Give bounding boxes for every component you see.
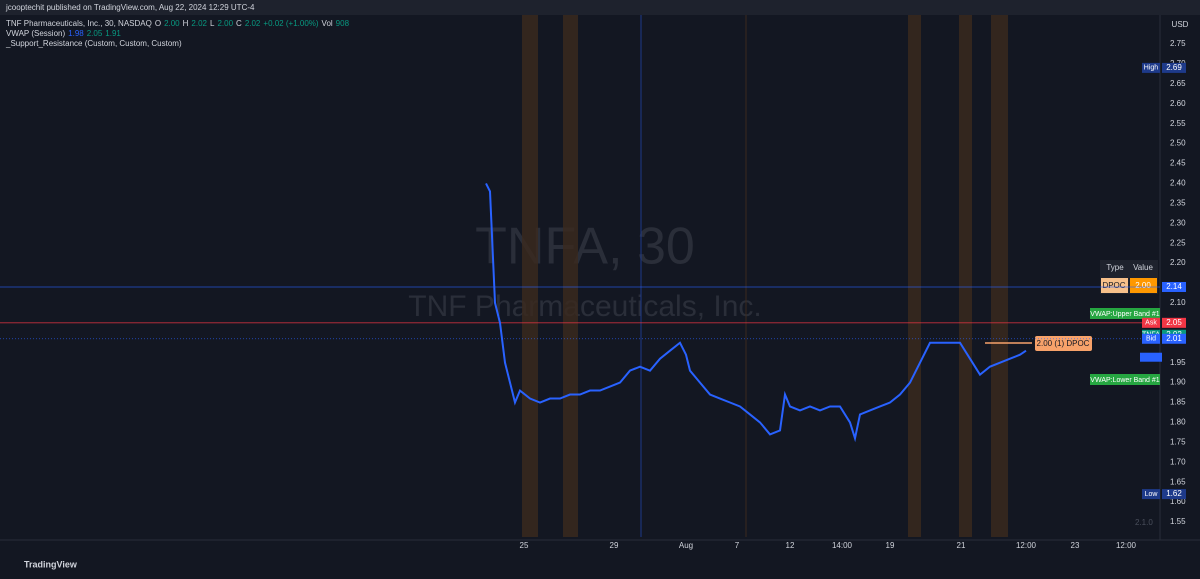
watermark-ticker: TNFA, 30 <box>475 218 695 276</box>
x-tick-label: 25 <box>520 541 529 550</box>
price-tag: Bid <box>1146 336 1156 343</box>
currency: USD <box>1172 20 1189 29</box>
y-tick-label: 2.30 <box>1170 218 1186 227</box>
footer: TradingView <box>24 559 78 569</box>
band-label-box <box>1090 308 1160 319</box>
price-label: 2.01 <box>1166 334 1182 343</box>
band-label-box <box>1090 374 1160 385</box>
x-tick-label: 12 <box>786 541 795 550</box>
y-tick-label: 1.90 <box>1170 378 1186 387</box>
x-tick-label: Aug <box>679 541 693 550</box>
legend-text: 2.02 <box>245 19 261 28</box>
session-band <box>959 15 972 537</box>
y-tick-label: 1.65 <box>1170 477 1186 486</box>
price-label: 2.69 <box>1166 63 1182 72</box>
y-tick-label: 1.55 <box>1170 517 1186 526</box>
legend-text: Vol <box>322 19 333 28</box>
x-tick-label: 12:00 <box>1016 541 1037 550</box>
legend-text: VWAP (Session) <box>6 29 65 38</box>
legend-text: C <box>236 19 242 28</box>
price-tag: Low <box>1145 491 1159 498</box>
y-tick-label: 2.50 <box>1170 139 1186 148</box>
x-tick-label: 7 <box>735 541 740 550</box>
table-header: Value <box>1133 263 1153 272</box>
dpoc-annotation: 2.00 (1) DPOC <box>1037 339 1090 348</box>
x-tick-label: 29 <box>610 541 619 550</box>
price-label-box <box>1162 317 1186 328</box>
x-tick-label: 23 <box>1071 541 1080 550</box>
price-label: 2.14 <box>1166 282 1182 291</box>
session-band <box>522 15 538 537</box>
price-tag: High <box>1144 65 1159 72</box>
y-tick-label: 2.25 <box>1170 238 1186 247</box>
legend-text: L <box>210 19 215 28</box>
y-tick-label: 1.75 <box>1170 437 1186 446</box>
x-tick-label: 12:00 <box>1116 541 1137 550</box>
table-cell-text: DPOC <box>1102 281 1125 290</box>
y-tick-label: 2.45 <box>1170 159 1186 168</box>
band-label: VWAP:Upper Band #1 <box>1090 311 1159 318</box>
x-tick-label: 19 <box>886 541 895 550</box>
top-bar <box>0 0 1200 15</box>
price-label-box <box>1162 62 1186 73</box>
session-band <box>908 15 921 537</box>
y-tick-label: 2.20 <box>1170 258 1186 267</box>
legend-text: 2.02 <box>191 19 207 28</box>
legend-text: _Support_Resistance (Custom, Custom, Cus… <box>5 39 182 48</box>
table-cell <box>1101 278 1128 293</box>
x-tick-label: 21 <box>957 541 966 550</box>
y-tick-label: 2.10 <box>1170 298 1186 307</box>
legend-text: H <box>183 19 189 28</box>
price-tag-box <box>1142 62 1160 73</box>
legend-text: 908 <box>336 19 350 28</box>
x-tick-label: 14:00 <box>832 541 853 550</box>
y-tick-label: 1.70 <box>1170 457 1186 466</box>
legend-text: 2.00 <box>217 19 233 28</box>
price-label-box <box>1162 281 1186 292</box>
session-bands <box>522 15 1008 537</box>
version: 2.1.0 <box>1135 518 1153 527</box>
session-band <box>563 15 578 537</box>
y-tick-label: 1.60 <box>1170 497 1186 506</box>
band-label: VWAP:Lower Band #1 <box>1090 377 1159 384</box>
legend-text: 1.98 <box>68 29 84 38</box>
price-label-box <box>1162 489 1186 500</box>
dpoc-annotation-box <box>1035 336 1092 351</box>
table-header: Type <box>1106 263 1124 272</box>
table-cell <box>1130 278 1157 293</box>
legend-text: +0.02 (+1.00%) <box>263 19 318 28</box>
y-tick-label: 2.65 <box>1170 79 1186 88</box>
y-tick-label: 1.85 <box>1170 398 1186 407</box>
y-tick-label: 2.75 <box>1170 39 1186 48</box>
session-band <box>991 15 1008 537</box>
legend-text: O <box>155 19 161 28</box>
series-tag-box <box>1140 352 1162 362</box>
legend-text: TNF Pharmaceuticals, Inc., 30, NASDAQ <box>6 19 152 28</box>
price-label-box <box>1162 333 1186 344</box>
legend-text: 1.91 <box>105 29 121 38</box>
y-tick-label: 2.55 <box>1170 119 1186 128</box>
legend-text: 2.00 <box>164 19 180 28</box>
published: jcooptechit published on TradingView.com… <box>5 3 255 12</box>
series-line <box>485 182 1027 443</box>
price-tag: Ask <box>1145 320 1157 327</box>
price-label: 2.05 <box>1166 318 1182 327</box>
legend-text: 2.05 <box>87 29 103 38</box>
table-cell-text: 2.00 <box>1135 281 1151 290</box>
y-tick-label: 2.35 <box>1170 198 1186 207</box>
y-tick-label: 1.80 <box>1170 418 1186 427</box>
watermark-company: TNF Pharmaceuticals, Inc. <box>408 290 761 323</box>
price-tag-box <box>1142 333 1160 344</box>
price-tag-box <box>1142 489 1160 500</box>
y-tick-label: 2.60 <box>1170 99 1186 108</box>
price-label: 1.62 <box>1166 489 1182 498</box>
price-tag-box <box>1142 317 1160 328</box>
y-tick-label: 2.40 <box>1170 179 1186 188</box>
y-tick-label: 1.95 <box>1170 358 1186 367</box>
